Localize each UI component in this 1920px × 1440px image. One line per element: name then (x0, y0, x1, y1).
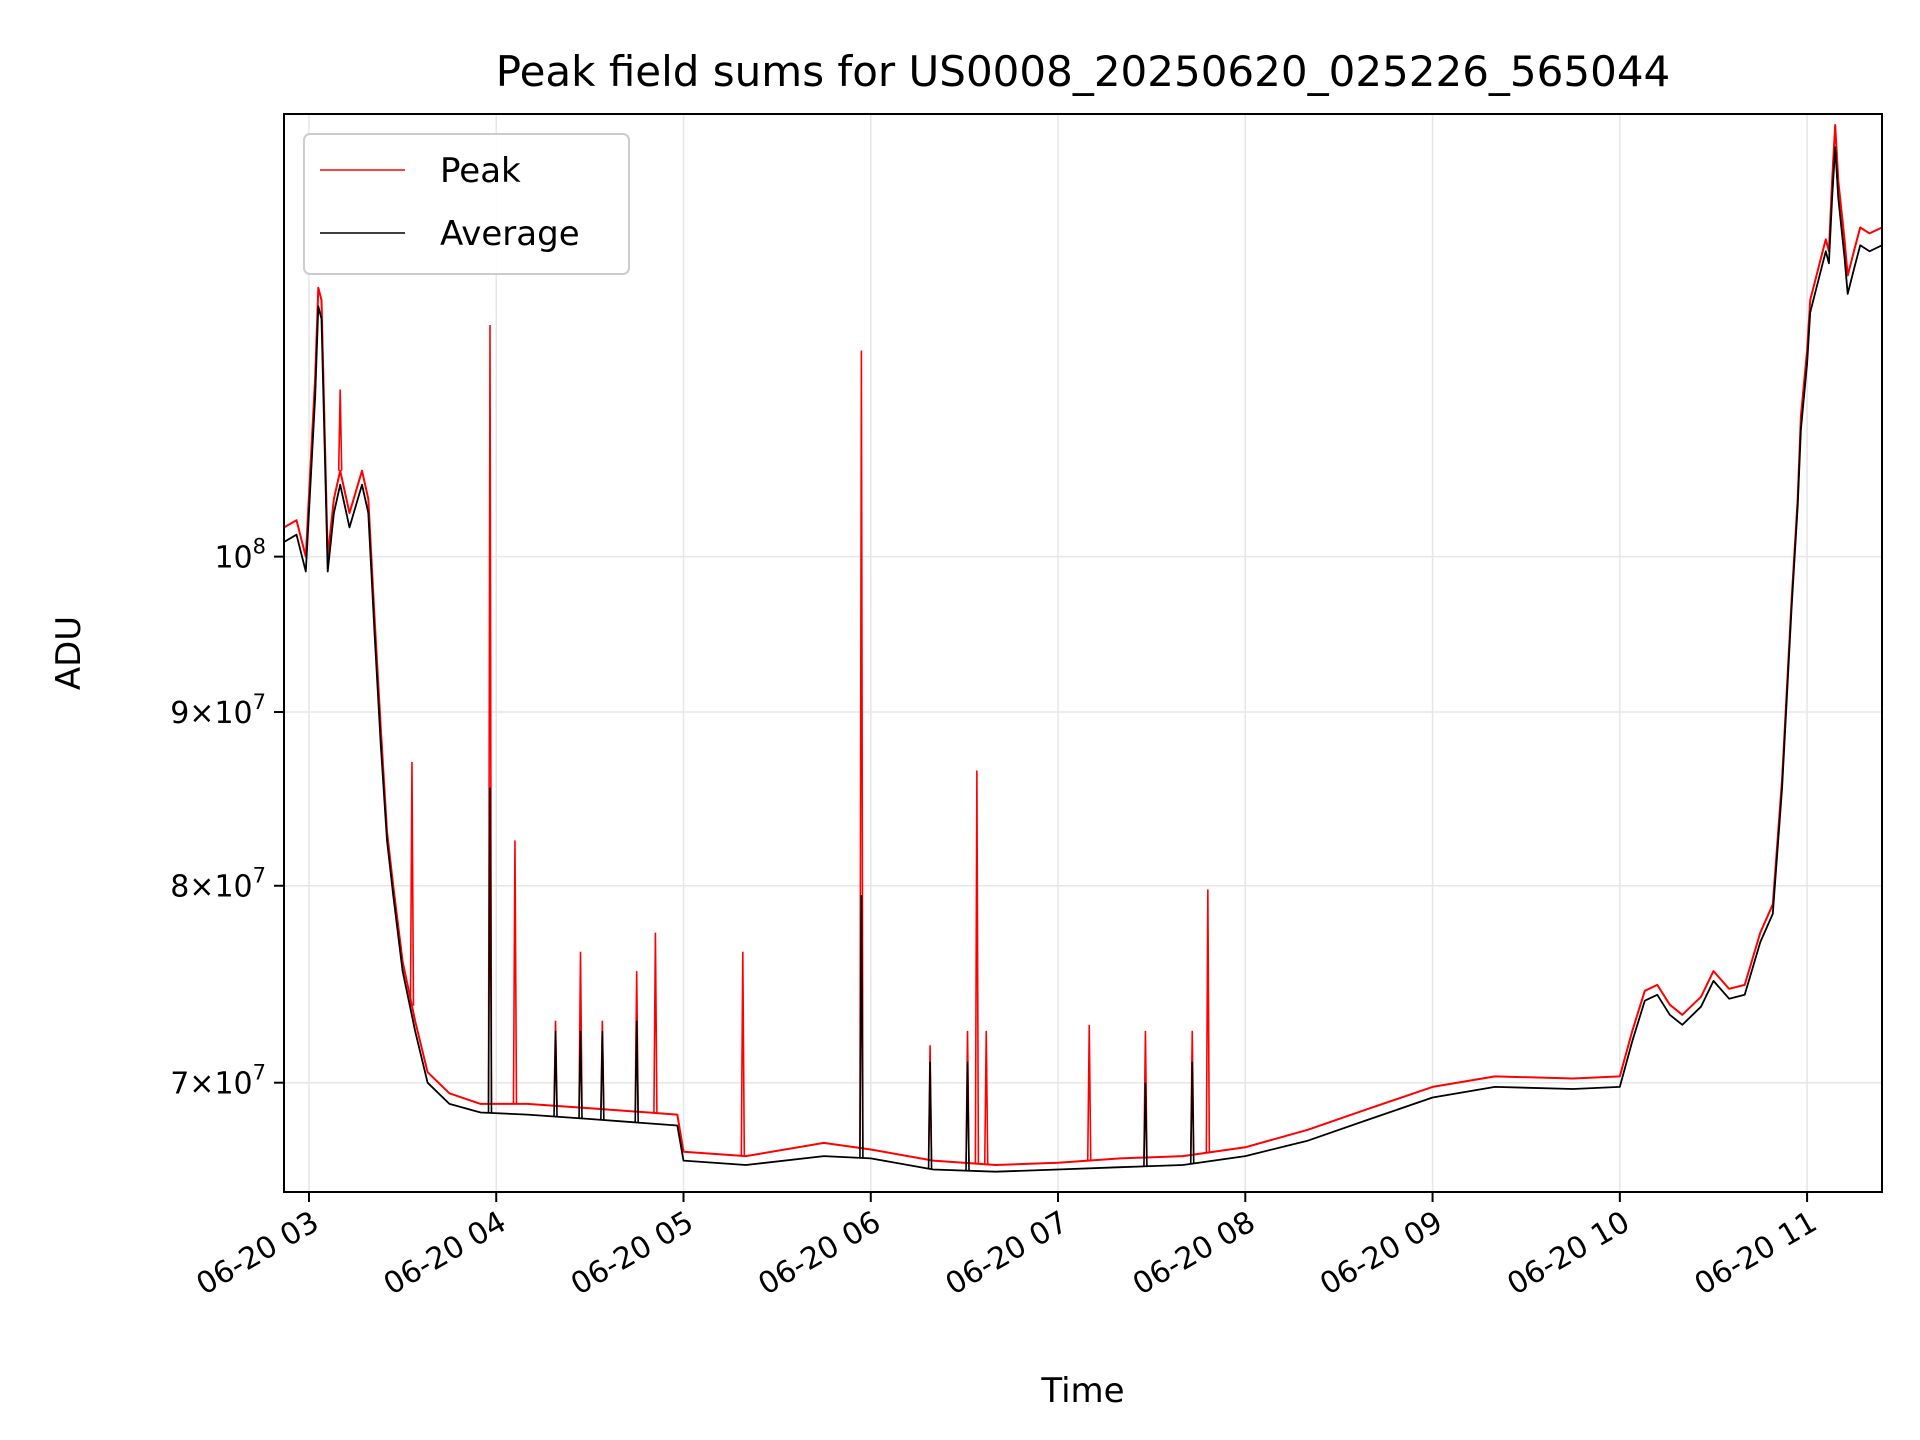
spike-peak (859, 350, 864, 1149)
series-average (284, 146, 1882, 1173)
spike-average (859, 894, 864, 1158)
legend-label-average: Average (440, 214, 580, 254)
y-tick-exponent: 7 (253, 690, 266, 714)
legend: Peak Average (303, 133, 630, 275)
spike-average (634, 1020, 639, 1123)
y-tick-label: 9×107 (170, 690, 266, 731)
spike-average (1189, 1061, 1195, 1164)
spike-average (600, 1030, 605, 1120)
y-tick-times: × (189, 870, 214, 905)
y-tick-label: 108 (214, 535, 266, 576)
spike-peak (653, 932, 658, 1114)
y-axis-label: ADU (49, 616, 89, 690)
spike-peak (983, 1030, 989, 1165)
spike-peak (1086, 1024, 1092, 1161)
y-tick-times: × (189, 696, 214, 731)
y-tick-label: 8×107 (170, 864, 266, 905)
y-tick-mantissa: 9 (170, 696, 189, 731)
spike-average (487, 787, 493, 1113)
series-layer (284, 124, 1882, 1173)
y-tick-exponent: 8 (253, 535, 266, 559)
spike-peak (512, 840, 518, 1104)
spike-peak (974, 770, 980, 1164)
y-tick-exponent: 7 (253, 864, 266, 888)
grid (284, 114, 1882, 1192)
spike-peak (740, 951, 746, 1156)
spike-peak (409, 762, 415, 1006)
spike-average (578, 1030, 583, 1119)
y-tick-mantissa: 7 (170, 1067, 189, 1102)
spike-average (553, 1030, 558, 1117)
spike-peak (337, 389, 343, 471)
spike-average (1143, 1082, 1148, 1167)
plot-frame (283, 113, 1883, 1193)
y-tick-base: 10 (214, 541, 252, 576)
spike-peak (1205, 889, 1211, 1153)
y-tick-base: 10 (214, 1067, 252, 1102)
x-axis-label: Time (1040, 1371, 1124, 1411)
legend-label-peak: Peak (440, 151, 521, 191)
spike-average (927, 1061, 933, 1169)
y-tick-exponent: 7 (253, 1061, 266, 1085)
legend-box (303, 133, 630, 275)
y-tick-base: 10 (214, 870, 252, 905)
y-tick-base: 10 (214, 696, 252, 731)
spike-average (965, 1061, 970, 1171)
chart-title: Peak field sums for US0008_20250620_0252… (496, 47, 1671, 96)
series-line-average (284, 146, 1882, 1173)
y-tick-times: × (189, 1067, 214, 1102)
y-tick-label: 7×107 (170, 1061, 266, 1102)
y-tick-mantissa: 8 (170, 870, 189, 905)
